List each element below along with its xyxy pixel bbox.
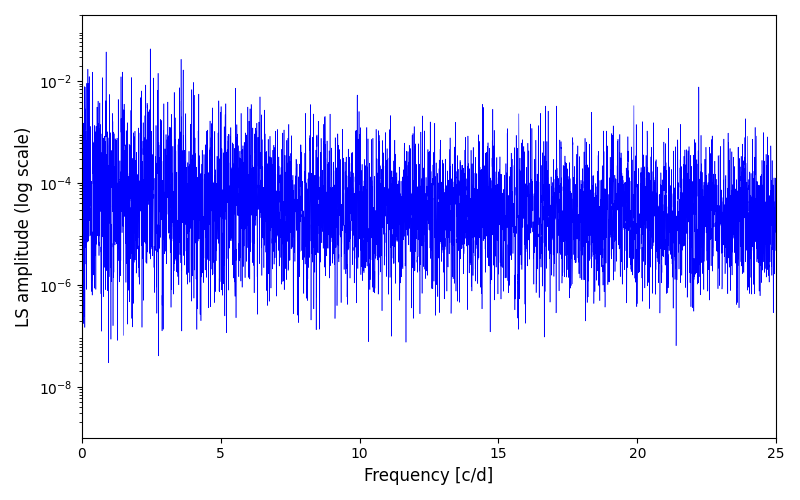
Y-axis label: LS amplitude (log scale): LS amplitude (log scale) xyxy=(15,126,33,326)
X-axis label: Frequency [c/d]: Frequency [c/d] xyxy=(364,467,494,485)
